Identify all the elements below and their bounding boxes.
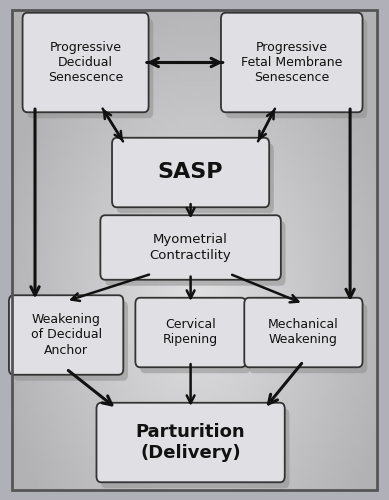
FancyBboxPatch shape — [117, 144, 274, 213]
Text: Progressive
Decidual
Senescence: Progressive Decidual Senescence — [48, 41, 123, 84]
FancyBboxPatch shape — [101, 409, 289, 488]
FancyBboxPatch shape — [27, 19, 153, 118]
FancyBboxPatch shape — [221, 13, 363, 112]
Text: Mechanical
Weakening: Mechanical Weakening — [268, 318, 339, 346]
Text: Progressive
Fetal Membrane
Senescence: Progressive Fetal Membrane Senescence — [241, 41, 342, 84]
FancyBboxPatch shape — [112, 138, 269, 207]
Text: Weakening
of Decidual
Anchor: Weakening of Decidual Anchor — [31, 314, 102, 356]
FancyBboxPatch shape — [14, 301, 128, 381]
FancyBboxPatch shape — [226, 19, 367, 118]
FancyBboxPatch shape — [23, 13, 149, 112]
Text: Cervical
Ripening: Cervical Ripening — [163, 318, 218, 346]
Text: SASP: SASP — [158, 162, 223, 182]
FancyBboxPatch shape — [100, 215, 281, 280]
Text: Myometrial
Contractility: Myometrial Contractility — [150, 234, 231, 262]
FancyBboxPatch shape — [249, 304, 367, 373]
FancyBboxPatch shape — [105, 221, 286, 286]
Text: Parturition
(Delivery): Parturition (Delivery) — [136, 423, 245, 462]
FancyBboxPatch shape — [9, 295, 123, 375]
FancyBboxPatch shape — [140, 304, 251, 373]
FancyBboxPatch shape — [96, 403, 285, 482]
FancyBboxPatch shape — [135, 298, 246, 367]
FancyBboxPatch shape — [244, 298, 363, 367]
